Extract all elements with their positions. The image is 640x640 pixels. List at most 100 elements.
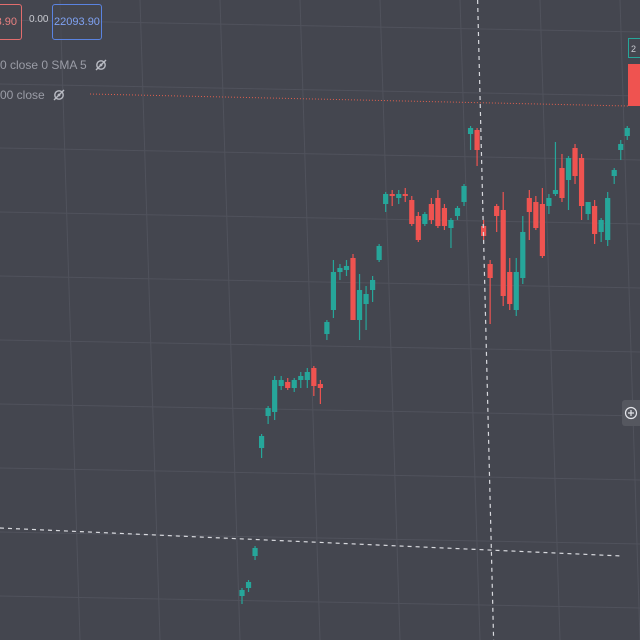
- candle[interactable]: [487, 260, 493, 324]
- candle[interactable]: [252, 546, 258, 560]
- legend-sma[interactable]: 0 close 0 SMA 5: [0, 58, 108, 72]
- crosshair-vertical: [477, 0, 495, 640]
- grid-line-horizontal: [0, 339, 640, 353]
- candle[interactable]: [435, 190, 441, 228]
- candle[interactable]: [526, 190, 532, 240]
- candle[interactable]: [239, 588, 245, 604]
- candle-series[interactable]: [239, 126, 630, 604]
- candle[interactable]: [507, 258, 513, 310]
- candle[interactable]: [441, 204, 448, 230]
- candle[interactable]: [592, 200, 598, 244]
- grid-line-horizontal: [0, 403, 640, 417]
- candle-body: [552, 190, 559, 194]
- candle[interactable]: [383, 192, 389, 212]
- candle[interactable]: [454, 206, 461, 220]
- candle[interactable]: [533, 196, 539, 230]
- candle[interactable]: [572, 144, 578, 184]
- candle[interactable]: [389, 190, 395, 206]
- candle-body: [389, 194, 395, 196]
- candle[interactable]: [324, 320, 330, 340]
- current-price-line: [89, 93, 629, 107]
- candle[interactable]: [317, 380, 323, 404]
- candle-body: [409, 200, 415, 224]
- eye-slash-icon[interactable]: [52, 88, 66, 102]
- candle[interactable]: [605, 192, 611, 246]
- candle[interactable]: [513, 258, 519, 316]
- candle[interactable]: [565, 156, 572, 210]
- candle-body: [396, 194, 402, 198]
- candle[interactable]: [428, 198, 434, 224]
- candle[interactable]: [559, 154, 565, 202]
- candle-body: [572, 148, 578, 176]
- candle-body: [624, 128, 630, 136]
- candle[interactable]: [598, 218, 604, 242]
- candle[interactable]: [546, 194, 552, 214]
- candle[interactable]: [422, 212, 428, 226]
- candle[interactable]: [467, 126, 474, 150]
- grid-line-vertical: [619, 0, 640, 640]
- buy-price: 22093.90: [54, 15, 100, 28]
- candle[interactable]: [356, 274, 363, 340]
- candle[interactable]: [494, 204, 500, 232]
- candle[interactable]: [396, 190, 402, 204]
- legend-close[interactable]: 00 close: [0, 88, 66, 102]
- grid-line-horizontal: [0, 83, 640, 97]
- candle[interactable]: [415, 212, 421, 242]
- candle[interactable]: [539, 188, 545, 258]
- candle[interactable]: [343, 260, 350, 276]
- candle-body: [239, 590, 245, 596]
- candle[interactable]: [370, 276, 376, 302]
- candle[interactable]: [624, 126, 630, 140]
- candle[interactable]: [552, 142, 559, 196]
- candle[interactable]: [245, 580, 252, 592]
- candle[interactable]: [291, 378, 297, 392]
- candle[interactable]: [278, 376, 284, 390]
- price-scale-add-button[interactable]: [622, 400, 640, 426]
- candle[interactable]: [402, 188, 408, 202]
- eye-slash-icon[interactable]: [94, 58, 108, 72]
- candle[interactable]: [611, 168, 617, 184]
- candle-body: [526, 198, 532, 212]
- candle[interactable]: [337, 264, 343, 280]
- candle[interactable]: [298, 372, 304, 388]
- candle[interactable]: [272, 376, 278, 420]
- candle-body: [559, 168, 565, 198]
- candle[interactable]: [311, 366, 317, 396]
- candle[interactable]: [578, 154, 585, 220]
- candle[interactable]: [376, 244, 382, 262]
- candle[interactable]: [265, 406, 271, 424]
- grid-line-horizontal: [0, 467, 640, 481]
- candle[interactable]: [500, 192, 506, 306]
- candle[interactable]: [481, 220, 487, 240]
- legend-close-label: 00 close: [0, 88, 45, 102]
- candle-body: [422, 214, 428, 224]
- candle-body: [363, 294, 369, 304]
- candle-body: [383, 194, 389, 204]
- buy-price-box[interactable]: 22093.90: [52, 4, 102, 40]
- candle-body: [454, 208, 461, 216]
- candle-body: [304, 372, 310, 380]
- candle-body: [585, 202, 591, 214]
- legend-sma-label: 0 close 0 SMA 5: [0, 58, 87, 72]
- sell-price-box[interactable]: 3.90: [0, 4, 22, 40]
- candle[interactable]: [585, 202, 591, 220]
- candle[interactable]: [618, 140, 624, 160]
- candle[interactable]: [409, 196, 415, 226]
- candle[interactable]: [304, 368, 310, 388]
- candle[interactable]: [461, 184, 467, 206]
- candle[interactable]: [350, 254, 356, 320]
- candle[interactable]: [330, 260, 337, 318]
- candle[interactable]: [520, 216, 526, 284]
- candle-body: [324, 322, 330, 334]
- candle[interactable]: [258, 434, 265, 458]
- candle[interactable]: [448, 218, 454, 248]
- candle-body: [298, 376, 304, 380]
- grid-line-vertical: [299, 0, 321, 640]
- candle[interactable]: [474, 128, 480, 166]
- candle[interactable]: [363, 286, 369, 330]
- candle-body: [343, 266, 350, 270]
- candle[interactable]: [285, 378, 291, 390]
